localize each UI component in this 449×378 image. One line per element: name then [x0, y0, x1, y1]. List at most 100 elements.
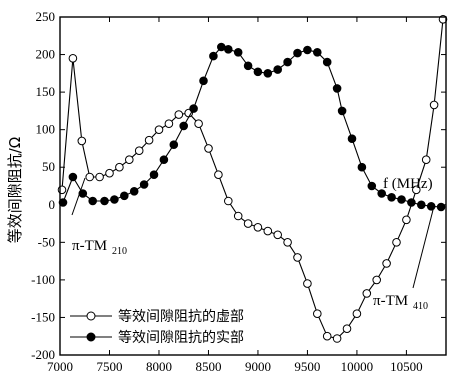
y-tick-label: 250	[36, 9, 56, 24]
mode2-label: π-TM	[373, 293, 408, 309]
data-point-real	[322, 57, 332, 67]
data-point-imag	[233, 211, 243, 221]
data-point-real	[337, 106, 347, 116]
mode1-leader-line	[71, 177, 86, 216]
series-line-2	[62, 46, 442, 208]
data-point-imag	[85, 172, 94, 182]
y-tick-label: 50	[42, 159, 55, 174]
data-point-imag	[204, 144, 213, 153]
data-point-real	[129, 187, 139, 196]
data-point-real	[367, 181, 377, 191]
data-point-imag	[382, 259, 391, 268]
data-point-real	[273, 65, 283, 74]
x-tick-label: 10500	[390, 359, 423, 374]
data-point-imag	[412, 185, 421, 195]
data-point-imag	[283, 238, 292, 247]
x-tick-label: 7500	[96, 359, 122, 374]
data-point-imag	[95, 172, 104, 182]
data-point-imag	[352, 309, 362, 319]
data-point-imag	[421, 155, 431, 164]
data-point-real	[139, 180, 149, 189]
freq-annotation: f (MHz)	[383, 176, 433, 192]
data-point-real	[169, 140, 179, 149]
data-point-imag	[253, 223, 263, 232]
data-point-real	[407, 198, 416, 207]
data-point-imag	[68, 54, 78, 63]
data-point-real	[243, 61, 253, 71]
y-tick-label: -100	[31, 272, 55, 287]
data-point-imag	[392, 238, 401, 247]
data-point-real	[224, 45, 233, 54]
data-point-real	[199, 76, 208, 86]
y-tick-label: 100	[36, 122, 56, 137]
data-point-imag	[194, 119, 203, 128]
data-point-real	[179, 121, 188, 131]
data-point-imag	[125, 155, 134, 164]
legend-marker-2	[86, 332, 96, 342]
data-point-real	[397, 195, 406, 204]
data-point-imag	[105, 168, 114, 178]
data-point-real	[68, 172, 78, 182]
x-tick-label: 9000	[245, 359, 271, 374]
data-point-real	[263, 69, 273, 78]
legend-label-2: 等效间隙阻抗的实部	[118, 329, 244, 346]
y-tick-label: -150	[31, 309, 55, 324]
axis-ticks: 7000 7500 8000 8500 9000 9500 10000 10500 -200 -1…	[31, 9, 446, 374]
data-point-imag	[144, 135, 154, 145]
data-point-imag	[332, 334, 342, 343]
data-point-real	[293, 48, 302, 58]
data-point-imag	[313, 309, 322, 319]
data-point-real	[436, 202, 446, 212]
data-point-imag	[402, 215, 411, 225]
data-point-real	[253, 67, 263, 77]
data-point-real	[283, 57, 292, 67]
data-point-imag	[263, 226, 273, 236]
data-point-imag	[77, 136, 87, 146]
data-point-imag	[303, 279, 312, 288]
y-axis-title: 等效间隙阻抗/Ω	[6, 137, 24, 244]
data-point-real	[417, 200, 426, 210]
data-point-imag	[322, 331, 332, 341]
data-point-real	[217, 42, 226, 52]
data-point-real	[332, 84, 342, 93]
data-point-imag	[243, 219, 253, 228]
data-point-imag	[429, 100, 439, 110]
mode1-label-sub: 210	[112, 246, 127, 257]
y-tick-label: -200	[31, 347, 55, 362]
data-point-real	[357, 162, 367, 172]
data-point-real	[88, 196, 97, 206]
data-point-imag	[154, 125, 164, 134]
data-point-imag	[342, 324, 352, 334]
data-point-imag	[214, 170, 223, 179]
mode2-leader-line	[412, 209, 434, 289]
data-point-imag	[164, 119, 174, 128]
y-tick-label: 150	[36, 84, 56, 99]
mode1-label: π-TM	[72, 238, 107, 254]
data-point-real	[189, 104, 198, 113]
data-point-real	[100, 196, 109, 206]
data-point-real	[233, 48, 243, 57]
legend-marker-1	[86, 311, 96, 321]
data-point-real	[347, 134, 357, 143]
data-point-imag	[293, 253, 302, 262]
y-tick-label: -50	[38, 234, 55, 249]
data-point-imag	[115, 162, 124, 172]
data-point-real	[303, 45, 312, 55]
legend-label-1: 等效间隙阻抗的虚部	[118, 308, 244, 325]
series-layer	[57, 14, 448, 343]
data-point-imag	[224, 196, 233, 206]
data-point-real	[120, 191, 129, 201]
data-point-imag	[273, 230, 283, 240]
mode2-label-sub: 410	[413, 301, 428, 312]
series-line-1	[61, 19, 444, 340]
data-point-real	[58, 198, 68, 207]
data-point-imag	[134, 146, 144, 155]
x-tick-label: 10000	[341, 359, 374, 374]
data-point-real	[426, 202, 436, 211]
data-point-real	[209, 51, 218, 61]
data-point-real	[110, 195, 119, 204]
data-point-real	[377, 189, 387, 198]
data-point-real	[159, 155, 169, 164]
